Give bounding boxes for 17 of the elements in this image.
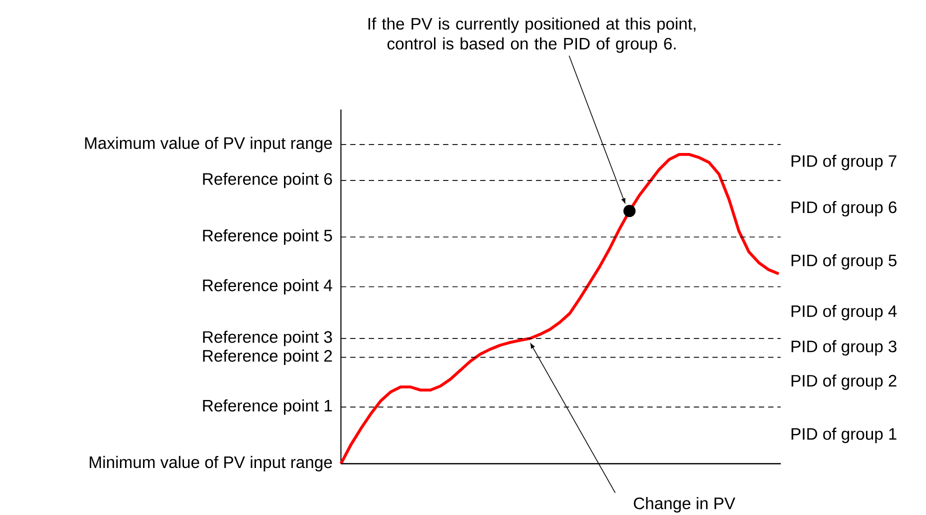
ref-line-label: Reference point 4 (203, 278, 332, 294)
text: PID of group 1 (792, 427, 896, 443)
text: PID of group 7 (792, 154, 896, 170)
text: PID of group 6 (792, 200, 896, 216)
ref-line-label: Maximum value of PV input range (85, 136, 332, 152)
ref-line-label: Reference point 6 (203, 172, 332, 188)
text: PID of group 4 (792, 304, 897, 320)
text: PID of group 2 (792, 374, 896, 390)
ref-line-label: Reference point 3 (203, 330, 332, 346)
text: If the PV is currently positioned at this point, control is based on the PID of group 6. (368, 17, 696, 53)
text: Change in PV (634, 496, 736, 512)
text: PID of group 3 (792, 340, 896, 356)
ref-line-label: Reference point 2 (203, 349, 332, 365)
ref-line-label: Reference point 5 (203, 229, 332, 245)
text: PID of group 5 (792, 254, 896, 270)
ref-line-label: Reference point 1 (203, 399, 332, 415)
ref-line-label: Minimum value of PV input range (90, 456, 332, 472)
